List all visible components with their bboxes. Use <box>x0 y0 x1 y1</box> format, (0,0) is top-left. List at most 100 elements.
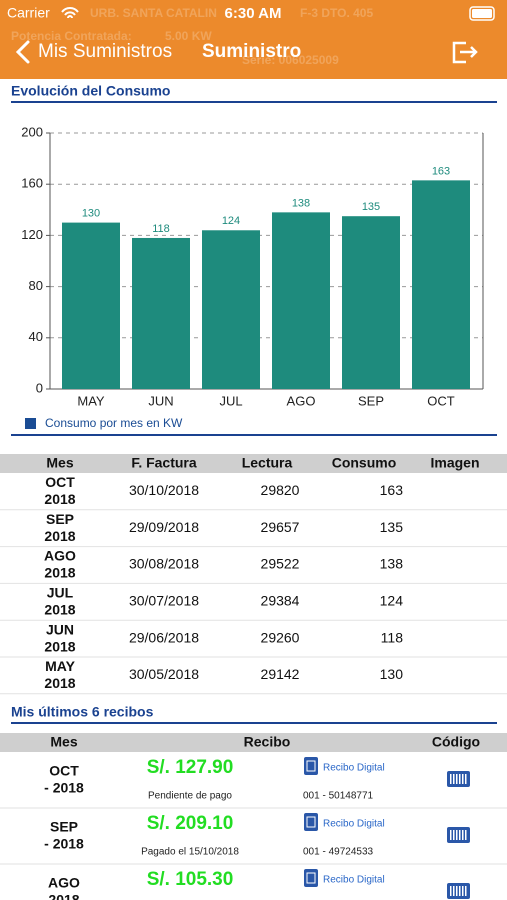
row-year: 2018 <box>44 528 75 544</box>
row-year: 2018 <box>44 491 75 507</box>
barcode-bar <box>462 886 464 896</box>
bar <box>412 180 470 389</box>
row-date: 29/06/2018 <box>129 629 199 645</box>
receipt-link[interactable]: Recibo Digital <box>323 875 385 886</box>
column-header: F. Factura <box>131 455 197 471</box>
column-header: Mes <box>46 455 73 471</box>
status: Pendiente de pago <box>148 791 232 802</box>
row-date: 30/08/2018 <box>129 556 199 572</box>
barcode-bar <box>450 830 452 840</box>
column-header: Consumo <box>332 455 397 471</box>
battery <box>469 6 495 21</box>
row-year: - 2018 <box>44 836 84 852</box>
row-reading: 29820 <box>261 482 300 498</box>
barcode-icon[interactable] <box>447 883 470 899</box>
row-consumption: 163 <box>380 482 404 498</box>
barcode-bar <box>456 830 458 840</box>
row-month: JUL <box>47 585 74 601</box>
carrier: Carrier <box>7 5 50 21</box>
receipt-link[interactable]: Recibo Digital <box>323 763 385 774</box>
legend-label: Consumo por mes en KW <box>45 416 183 430</box>
barcode-bar <box>462 830 464 840</box>
back-arrow[interactable] <box>15 40 30 64</box>
row-reading: 29384 <box>261 593 300 609</box>
row-date: 29/09/2018 <box>129 519 199 535</box>
bar <box>202 230 260 389</box>
status: Pagado el 15/10/2018 <box>141 847 239 858</box>
barcode-bar <box>459 886 461 896</box>
x-tick-label: JUL <box>219 393 242 408</box>
row-year: 2018 <box>44 602 75 618</box>
amount: S/. 105.30 <box>147 869 234 890</box>
barcode-bar <box>453 830 455 840</box>
value-label: 118 <box>152 223 170 235</box>
row-reading: 29142 <box>261 666 300 682</box>
x-tick-label: OCT <box>427 393 455 408</box>
barcode-bar <box>456 886 458 896</box>
x-tick-label: SEP <box>358 393 384 408</box>
barcode-bar <box>462 774 464 784</box>
value-label: 138 <box>292 197 310 209</box>
table-header <box>0 454 507 473</box>
row-month: OCT <box>45 474 75 490</box>
row-year: 2018 <box>44 675 75 691</box>
barcode-bar <box>465 774 467 784</box>
barcode-bar <box>465 886 467 896</box>
receipt-number: 001 - 50148771 <box>303 791 374 802</box>
section-rule <box>11 101 497 103</box>
logout-icon[interactable] <box>452 41 478 64</box>
row-month: AGO <box>48 875 80 891</box>
section-rule <box>11 722 497 724</box>
clock: 6:30 AM <box>225 5 282 22</box>
amount: S/. 127.90 <box>147 757 234 778</box>
row-year: 2018 <box>44 565 75 581</box>
barcode-bar <box>453 774 455 784</box>
x-tick-label: JUN <box>148 393 173 408</box>
barcode-icon[interactable] <box>447 771 470 787</box>
row-month: OCT <box>49 763 79 779</box>
row-reading: 29657 <box>261 519 300 535</box>
row-date: 30/10/2018 <box>129 482 199 498</box>
y-tick-label: 160 <box>21 176 43 191</box>
value-label: 130 <box>82 208 100 220</box>
row-date: 30/07/2018 <box>129 593 199 609</box>
bg-text: F-3 DTO. 405 <box>300 6 373 20</box>
header-bar <box>0 0 507 79</box>
consumo-table: Mes F. Factura Lectura Consumo ImagenOCT2018… <box>0 455 507 695</box>
barcode-bar <box>459 830 461 840</box>
chart: 0 40 80 120 160 200 MAY 130 JUN 118 JUL 124 AGO 138 SE… <box>21 124 484 430</box>
barcode-bar <box>450 886 452 896</box>
column-header: Recibo <box>244 734 291 750</box>
row-month: SEP <box>50 819 78 835</box>
barcode-icon[interactable] <box>447 827 470 843</box>
row-month: MAY <box>45 658 75 674</box>
row-reading: 29522 <box>261 556 300 572</box>
y-tick-label: 200 <box>21 124 43 139</box>
receipt-link[interactable]: Recibo Digital <box>323 819 385 830</box>
receipt-icon-detail <box>306 760 316 772</box>
row-year: 2018 <box>44 638 75 654</box>
bg-text: Potencia Contratada: <box>11 29 132 43</box>
receipt-number: 001 - 49724533 <box>303 847 374 858</box>
row-consumption: 135 <box>380 519 404 535</box>
battery-level <box>472 9 492 18</box>
value-label: 135 <box>362 201 380 213</box>
nav-title: Suministro <box>202 41 301 62</box>
receipt-icon-detail <box>306 872 316 884</box>
back-button[interactable]: Mis Suministros <box>38 41 172 62</box>
bar <box>272 212 330 389</box>
bg-text: 5.00 KW <box>165 29 212 43</box>
y-tick-label: 120 <box>21 227 43 242</box>
receipt-icon <box>304 757 318 775</box>
bg-text: URB. SANTA CATALIN <box>90 6 217 20</box>
row-consumption: 118 <box>381 629 404 645</box>
y-tick-label: 0 <box>36 380 43 395</box>
barcode-bar <box>453 886 455 896</box>
receipt-icon <box>304 869 318 887</box>
row-month: JUN <box>46 621 74 637</box>
row-consumption: 130 <box>380 666 404 682</box>
barcode-bar <box>459 774 461 784</box>
table-header <box>0 733 507 752</box>
column-header: Mes <box>50 734 77 750</box>
